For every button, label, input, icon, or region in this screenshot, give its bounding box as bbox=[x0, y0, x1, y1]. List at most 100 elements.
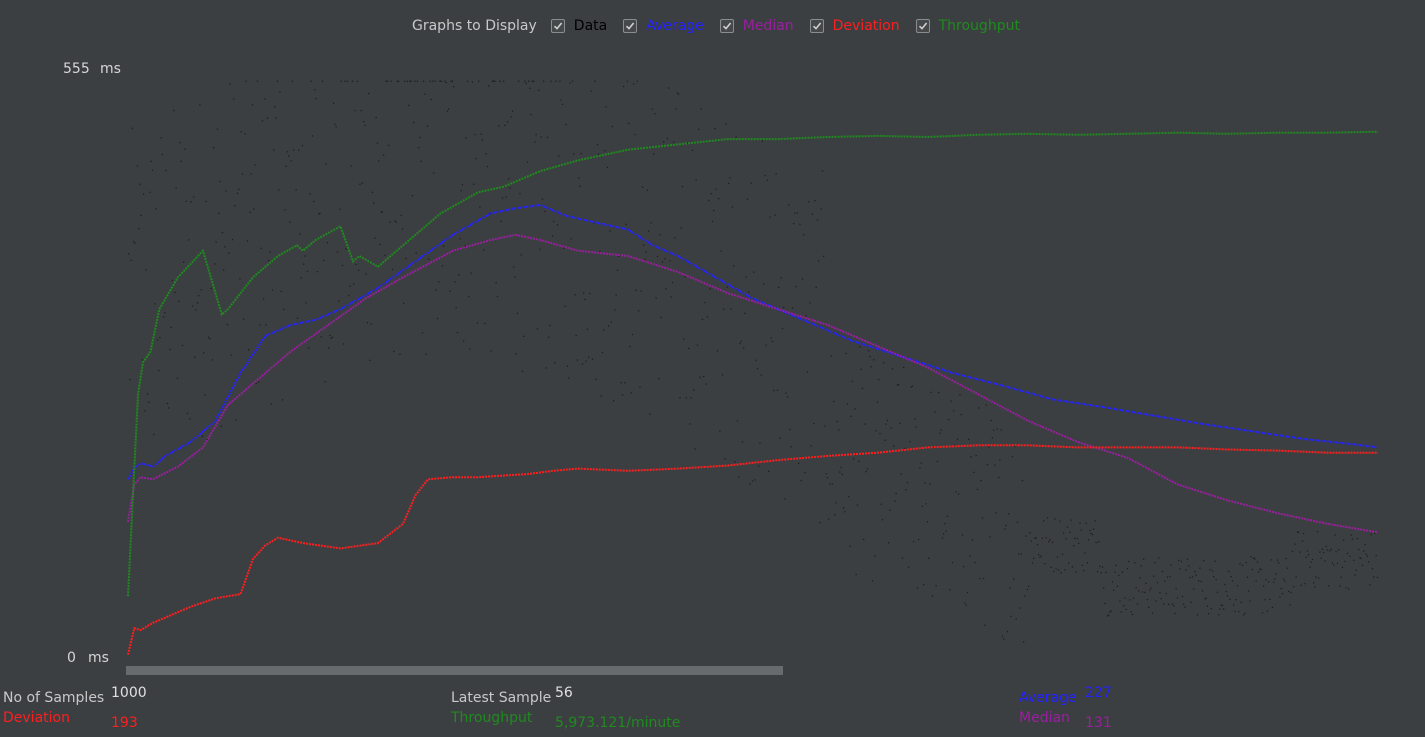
data-point bbox=[1313, 582, 1315, 584]
data-point bbox=[1133, 597, 1135, 599]
data-point bbox=[305, 302, 307, 304]
data-point bbox=[1110, 610, 1112, 612]
data-point bbox=[779, 437, 781, 439]
data-point bbox=[1325, 545, 1327, 547]
data-point bbox=[688, 347, 690, 350]
data-point bbox=[274, 106, 276, 108]
data-point bbox=[505, 196, 507, 198]
checkbox-throughput[interactable] bbox=[915, 19, 930, 33]
data-point bbox=[440, 80, 442, 82]
legend-toggle-deviation[interactable]: Deviation bbox=[809, 18, 900, 34]
data-point bbox=[701, 318, 704, 320]
data-point bbox=[1239, 562, 1241, 565]
data-point bbox=[1101, 566, 1104, 568]
data-point bbox=[916, 587, 919, 589]
data-point bbox=[579, 185, 581, 187]
data-point bbox=[625, 223, 627, 225]
data-point bbox=[345, 248, 347, 250]
data-point bbox=[363, 121, 365, 123]
data-point bbox=[235, 419, 237, 421]
data-point bbox=[1229, 598, 1231, 600]
data-point bbox=[161, 153, 164, 156]
data-point bbox=[879, 432, 881, 435]
data-point bbox=[573, 153, 575, 155]
data-point bbox=[1061, 553, 1064, 555]
data-point bbox=[693, 389, 695, 391]
data-point bbox=[1301, 540, 1304, 542]
data-point bbox=[758, 465, 760, 467]
data-point bbox=[485, 153, 487, 155]
legend-toggle-median[interactable]: Median bbox=[719, 18, 794, 34]
data-point bbox=[1288, 590, 1290, 593]
data-point bbox=[554, 362, 556, 364]
data-point bbox=[1168, 603, 1170, 606]
data-point bbox=[811, 213, 814, 215]
data-point bbox=[369, 359, 371, 361]
data-point bbox=[1276, 559, 1279, 561]
checkbox-data[interactable] bbox=[550, 19, 565, 33]
data-point bbox=[1289, 604, 1291, 606]
data-point bbox=[846, 403, 849, 405]
data-point bbox=[700, 108, 702, 110]
horizontal-scrollbar[interactable] bbox=[126, 666, 783, 675]
data-point bbox=[755, 359, 757, 361]
data-point bbox=[1358, 548, 1360, 551]
data-point bbox=[831, 483, 833, 485]
data-point bbox=[1161, 570, 1164, 573]
data-point bbox=[989, 536, 991, 538]
data-point bbox=[206, 439, 209, 441]
data-point bbox=[1285, 557, 1287, 560]
data-point bbox=[409, 80, 411, 82]
data-point bbox=[951, 562, 954, 564]
data-point bbox=[1030, 540, 1032, 542]
data-point bbox=[1006, 631, 1009, 633]
data-point bbox=[465, 137, 467, 139]
data-point bbox=[320, 336, 322, 338]
data-point bbox=[304, 255, 306, 257]
data-point bbox=[366, 322, 369, 324]
legend-toggle-throughput[interactable]: Throughput bbox=[915, 18, 1020, 34]
data-point bbox=[1321, 548, 1324, 550]
data-point bbox=[545, 367, 547, 369]
data-point bbox=[653, 153, 655, 155]
data-point bbox=[629, 345, 631, 348]
data-point bbox=[620, 381, 622, 384]
data-point bbox=[450, 80, 452, 82]
data-point bbox=[1203, 560, 1205, 562]
checkbox-deviation[interactable] bbox=[809, 19, 824, 33]
data-point bbox=[391, 268, 394, 271]
data-point bbox=[616, 269, 619, 271]
checkbox-median[interactable] bbox=[719, 19, 734, 33]
data-point bbox=[1185, 569, 1187, 571]
series-line-average bbox=[127, 203, 1379, 480]
data-point bbox=[658, 378, 660, 380]
data-point bbox=[601, 351, 604, 354]
data-point bbox=[239, 278, 241, 280]
legend-toggle-data[interactable]: Data bbox=[550, 18, 607, 34]
data-point bbox=[1059, 520, 1061, 522]
data-point bbox=[618, 255, 620, 257]
data-point bbox=[1235, 599, 1237, 601]
checkbox-average[interactable] bbox=[623, 19, 638, 33]
data-point bbox=[920, 462, 922, 464]
data-point bbox=[1260, 568, 1262, 570]
data-point bbox=[976, 488, 979, 490]
data-point bbox=[738, 476, 740, 478]
data-point bbox=[223, 269, 225, 271]
data-point bbox=[1208, 613, 1210, 615]
data-point bbox=[415, 252, 417, 254]
data-point bbox=[673, 141, 675, 143]
data-point bbox=[1241, 564, 1244, 566]
data-point bbox=[760, 374, 762, 376]
data-point bbox=[1106, 615, 1109, 617]
data-point bbox=[694, 448, 696, 450]
data-point bbox=[824, 425, 826, 427]
data-point bbox=[1231, 580, 1234, 582]
data-point bbox=[1341, 566, 1344, 569]
legend-toggle-average[interactable]: Average bbox=[623, 18, 704, 34]
deviation-label: Deviation bbox=[3, 710, 70, 726]
data-point bbox=[1361, 564, 1364, 566]
data-point bbox=[1034, 537, 1036, 539]
data-point bbox=[1029, 532, 1031, 534]
data-point bbox=[249, 211, 251, 213]
